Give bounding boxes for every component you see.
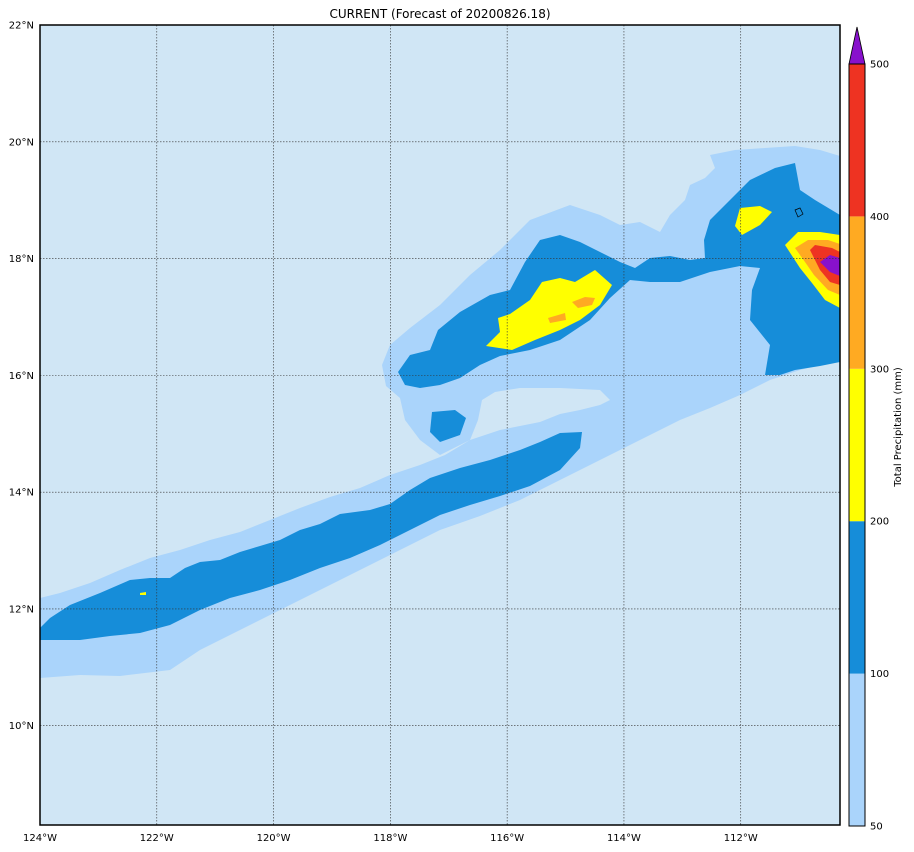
colorbar-level-label: 300 (870, 364, 889, 375)
contour-300-400-b (548, 313, 566, 323)
colorbar-title: Total Precipitation (mm) (893, 367, 904, 488)
map-gridlines (40, 25, 840, 825)
colorbar-segment (849, 521, 865, 674)
longitude-tick-label: 118°W (373, 833, 407, 844)
colorbar-segment (849, 64, 865, 217)
colorbar-top-label: 500 (870, 60, 889, 71)
longitude-tick-label: 120°W (257, 833, 291, 844)
contour-outline-cell (794, 207, 804, 218)
colorbar-level-label: 50 (870, 822, 883, 833)
longitude-tick-label: 112°W (724, 833, 758, 844)
colorbar-frame (848, 63, 866, 827)
colorbar-extend-triangle (848, 26, 866, 65)
colorbar-segment (849, 673, 865, 826)
colorbar-level-label: 200 (870, 517, 889, 528)
contour-300-400-a (572, 297, 595, 308)
latitude-tick-label: 12°N (9, 604, 34, 615)
map-frame (39, 24, 841, 826)
precipitation-contours (40, 146, 840, 678)
contour-200-300-d (140, 592, 146, 595)
latitude-tick-label: 14°N (9, 488, 34, 499)
latitude-labels: 22°N 20°N 18°N 16°N 14°N 12°N 10°N (9, 21, 34, 733)
contour-100-200-island (430, 410, 466, 442)
contour-200-300-a (486, 270, 612, 350)
contour-500-plus (820, 255, 840, 276)
latitude-tick-label: 22°N (9, 21, 34, 32)
latitude-tick-label: 16°N (9, 371, 34, 382)
longitude-labels: 124°W 122°W 120°W 118°W 116°W 114°W 112°W (23, 833, 758, 844)
longitude-tick-label: 116°W (490, 833, 524, 844)
longitude-tick-label: 114°W (607, 833, 641, 844)
map-title: CURRENT (Forecast of 20200826.18) (329, 7, 551, 21)
latitude-tick-label: 10°N (9, 721, 34, 732)
latitude-tick-label: 20°N (9, 137, 34, 148)
colorbar-level-label: 400 (870, 212, 889, 223)
contour-200-300-b (735, 206, 772, 235)
longitude-tick-label: 124°W (23, 833, 57, 844)
longitude-tick-label: 122°W (140, 833, 174, 844)
colorbar-segment (849, 216, 865, 369)
contour-100-200 (40, 432, 582, 640)
colorbar: 50 100 200 300 400 500 Total Precipitation (m… (848, 26, 904, 833)
colorbar-level-label: 100 (870, 669, 889, 680)
latitude-tick-label: 18°N (9, 254, 34, 265)
colorbar-segment (849, 368, 865, 522)
